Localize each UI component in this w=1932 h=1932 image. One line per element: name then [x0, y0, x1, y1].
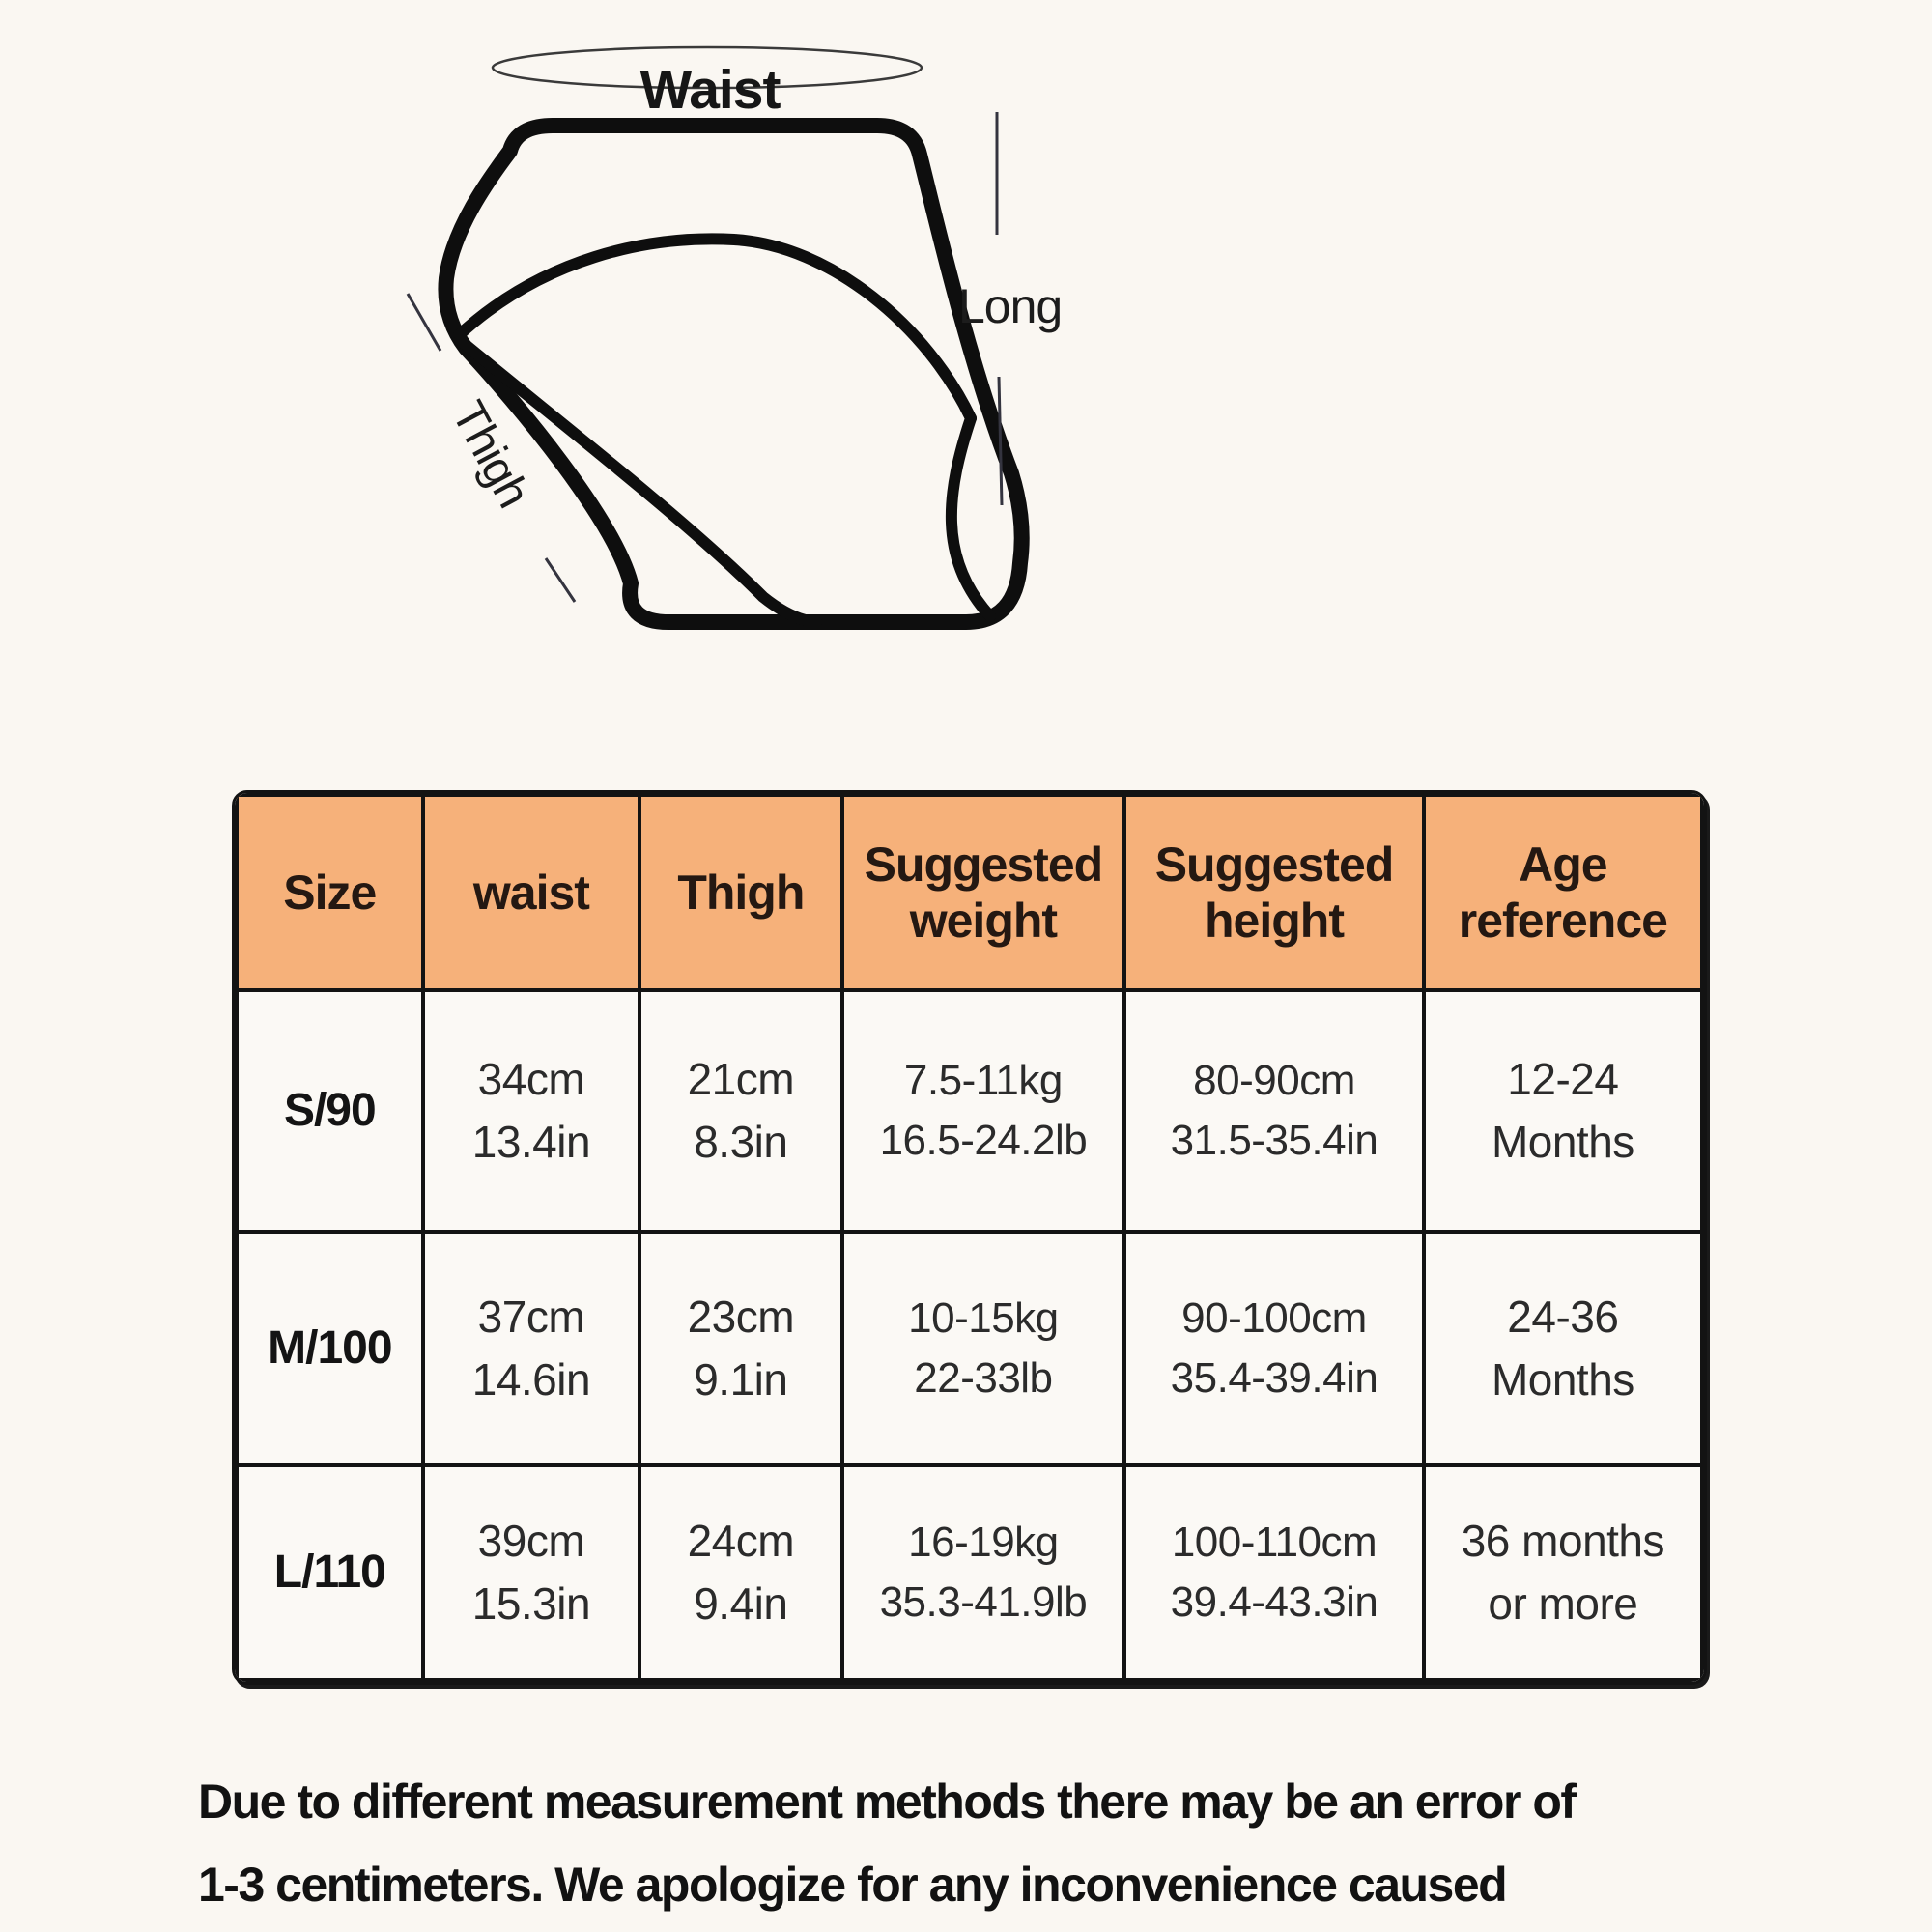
thigh-in: 8.3in: [694, 1117, 788, 1167]
height-cm: 90-100cm: [1181, 1293, 1367, 1342]
weight-kg: 10-15kg: [908, 1293, 1059, 1342]
header-waist: waist: [420, 793, 642, 992]
right-leg-curve: [945, 412, 996, 622]
height-in: 31.5-35.4in: [1170, 1117, 1378, 1164]
age-line1: 12-24: [1507, 1053, 1619, 1104]
height-in: 39.4-43.3in: [1170, 1578, 1378, 1626]
header-age-reference: Age reference: [1421, 793, 1704, 992]
size-value: L/110: [235, 1463, 425, 1682]
header-size: Size: [235, 793, 425, 992]
table-row-s90: S/90 34cm 13.4in 21cm 8.3in 7.5-11kg 16.…: [235, 988, 1704, 1234]
size-table-grid: Size waist Thigh Suggested weight Sugges…: [235, 793, 1704, 1682]
long-tick-bottom: [997, 376, 1004, 506]
age-line2: Months: [1491, 1117, 1634, 1167]
size-table: Size waist Thigh Suggested weight Sugges…: [232, 790, 1707, 1685]
header-row: Size waist Thigh Suggested weight Sugges…: [235, 793, 1704, 992]
age-line2: Months: [1491, 1354, 1634, 1405]
weight-lb: 35.3-41.9lb: [879, 1578, 1088, 1626]
waist-cm: 34cm: [477, 1053, 585, 1104]
height-cm: 80-90cm: [1193, 1056, 1355, 1104]
thigh-cm: 23cm: [687, 1291, 795, 1342]
size-value: M/100: [235, 1230, 425, 1467]
height-value: 90-100cm 35.4-39.4in: [1122, 1230, 1426, 1467]
age-value: 24-36 Months: [1421, 1230, 1704, 1467]
height-value: 80-90cm 31.5-35.4in: [1122, 988, 1426, 1234]
waist-cm: 37cm: [477, 1291, 585, 1342]
waist-value: 34cm 13.4in: [420, 988, 642, 1234]
waist-measure-ellipse: [491, 45, 923, 90]
thigh-tick-top: [406, 293, 442, 352]
weight-lb: 16.5-24.2lb: [879, 1117, 1088, 1164]
header-suggested-weight: Suggested weight: [839, 793, 1127, 992]
waist-label: Waist: [640, 59, 781, 121]
weight-value: 7.5-11kg 16.5-24.2lb: [839, 988, 1127, 1234]
crotch-arch: [452, 233, 977, 424]
measurement-diagram: Waist Long Thigh: [367, 37, 1101, 694]
weight-kg: 7.5-11kg: [903, 1056, 1063, 1104]
thigh-tick-bottom: [544, 557, 577, 603]
size-value: S/90: [235, 988, 425, 1234]
disclaimer-line2: 1-3 centimeters. We apologize for any in…: [198, 1858, 1508, 1912]
briefs-outline: [438, 118, 1030, 630]
weight-lb: 22-33lb: [914, 1354, 1053, 1402]
weight-value: 10-15kg 22-33lb: [839, 1230, 1127, 1467]
waist-in: 15.3in: [471, 1578, 591, 1629]
thigh-value: 24cm 9.4in: [638, 1463, 844, 1682]
waist-value: 39cm 15.3in: [420, 1463, 642, 1682]
header-suggested-height: Suggested height: [1122, 793, 1426, 992]
age-line1: 24-36: [1507, 1291, 1619, 1342]
thigh-value: 23cm 9.1in: [638, 1230, 844, 1467]
thigh-in: 9.4in: [694, 1578, 788, 1629]
thigh-cm: 24cm: [687, 1515, 795, 1566]
long-label: Long: [958, 279, 1062, 333]
thigh-in: 9.1in: [694, 1354, 788, 1405]
age-line1: 36 months: [1461, 1515, 1665, 1566]
disclaimer-line1: Due to different measurement methods the…: [198, 1775, 1577, 1829]
weight-kg: 16-19kg: [908, 1518, 1059, 1566]
disclaimer: Due to different measurement methods the…: [198, 1760, 1577, 1926]
waist-in: 14.6in: [471, 1354, 591, 1405]
waist-value: 37cm 14.6in: [420, 1230, 642, 1467]
table-row-l110: L/110 39cm 15.3in 24cm 9.4in 16-19kg 35.…: [235, 1463, 1704, 1682]
thigh-value: 21cm 8.3in: [638, 988, 844, 1234]
age-line2: or more: [1488, 1578, 1638, 1629]
left-leg-curve: [454, 334, 822, 628]
age-value: 36 months or more: [1421, 1463, 1704, 1682]
height-value: 100-110cm 39.4-43.3in: [1122, 1463, 1426, 1682]
waist-in: 13.4in: [471, 1117, 591, 1167]
height-cm: 100-110cm: [1171, 1518, 1378, 1566]
table-row-m100: M/100 37cm 14.6in 23cm 9.1in 10-15kg 22-…: [235, 1230, 1704, 1467]
header-thigh: Thigh: [638, 793, 844, 992]
thigh-cm: 21cm: [687, 1053, 795, 1104]
weight-value: 16-19kg 35.3-41.9lb: [839, 1463, 1127, 1682]
height-in: 35.4-39.4in: [1170, 1354, 1378, 1402]
waist-cm: 39cm: [477, 1515, 585, 1566]
age-value: 12-24 Months: [1421, 988, 1704, 1234]
